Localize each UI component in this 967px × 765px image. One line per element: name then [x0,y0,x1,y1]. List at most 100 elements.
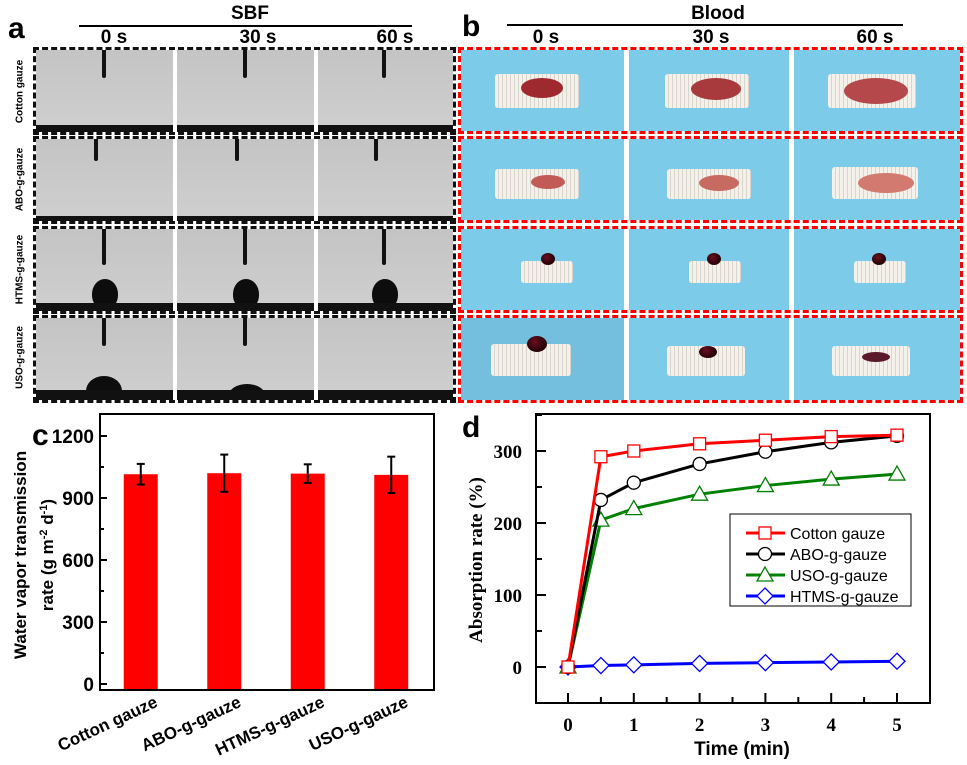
data-point-triangle [822,469,841,486]
data-point-circle [758,444,773,459]
panel-c-letter: c [32,419,49,452]
chart-d-xtick-label: 2 [695,715,705,736]
legend-label: USO-g-gauze [790,568,888,585]
blood-stain [858,173,914,193]
blood-row-uso [458,315,963,403]
blood-frame [794,139,960,220]
legend-marker-circle [757,546,773,562]
chart-c-frame [99,413,435,691]
needle [243,50,247,78]
data-point-triangle [756,476,775,493]
data-point-triangle [624,499,643,516]
needle [374,139,378,161]
needle [102,318,106,346]
bar [374,474,409,689]
blood-frame [461,318,624,400]
chart-c-ytick-label: 300 [62,613,94,634]
sbf-frame [318,139,453,221]
chart-d-xlabel: Time (min) [694,739,790,760]
data-point-diamond [591,656,610,675]
needle [102,50,106,78]
panel-b-time-60: 60 s [856,27,894,48]
blood-bead [541,253,555,265]
row-label-uso: USO-g-gauze [14,326,26,389]
chart-d-frame [535,413,931,704]
sbf-frame [318,318,453,400]
panel-b-time-30: 30 s [692,27,730,48]
chart-c-ylabel-line1: Water vapor transmission [11,451,30,659]
gauze-surface [318,303,453,311]
chart-c-ytick-label: 0 [83,675,94,696]
blood-bead [707,253,721,265]
blood-frame [794,50,960,131]
gauze-surface [36,216,173,221]
data-point-diamond [756,653,775,672]
gauze-surface [36,303,173,311]
blood-stain [844,78,908,104]
chart-d-ylabel: Absorption rate (%) [466,477,487,643]
sbf-frame [177,229,314,311]
blood-stain [521,78,563,98]
chart-d-xtick-label: 5 [892,715,902,736]
panel-b-time-0: 0 s [532,27,560,48]
legend-label: Cotton gauze [790,526,885,543]
needle [94,139,98,161]
sbf-frame [36,229,173,311]
gauze [689,261,741,283]
legend-marker-diamond [756,587,774,605]
panel-a-time-0: 0 s [100,27,128,48]
needle [102,229,106,265]
blood-stain [862,352,890,362]
panel-a-time-30: 30 s [239,27,277,48]
row-label-cotton: Cotton gauze [14,59,26,124]
data-point-square [692,437,707,451]
sbf-row-uso [33,315,456,403]
blood-stain [699,175,739,191]
panel-a-title: SBF [231,3,269,24]
blood-frame [629,139,789,220]
data-point-triangle [887,464,907,481]
blood-bead [527,336,547,352]
blood-frame [461,50,624,131]
panel-b-header-line [507,24,903,26]
sbf-frame [177,50,314,132]
gauze-surface [36,125,173,132]
gauze-surface [177,125,314,132]
blood-row-htms [458,226,963,313]
data-point-square [890,428,904,442]
blood-bead [699,346,717,358]
sbf-frame [177,139,314,221]
data-point-circle [626,475,641,490]
needle [382,229,386,265]
panel-a-header-line [79,25,412,27]
legend-marker-square [758,526,772,540]
data-point-circle [692,456,707,472]
gauze-surface [177,390,314,400]
gauze [832,346,910,376]
sbf-row-htms [33,226,456,314]
gauze [854,261,906,283]
legend-marker-triangle [755,565,775,582]
chart-d-ytick-label: 200 [494,514,523,535]
row-label-htms: HTMS-g-gauze [14,234,26,305]
chart-d-xtick-label: 0 [563,715,573,736]
chart-c-ytick-label: 600 [62,551,94,572]
blood-frame [629,318,789,400]
panel-d-letter: d [462,411,480,444]
legend-label: ABO-g-gauze [790,547,887,564]
blood-frame [794,229,960,310]
blood-frame [461,139,624,220]
sbf-frame [36,50,173,132]
chart-d-ytick-label: 100 [494,586,523,607]
chart-c-ytick-label: 1200 [52,427,94,448]
gauze [521,261,573,283]
chart-d-ytick-label: 300 [494,442,523,463]
data-point-diamond [822,653,841,671]
data-point-square [824,429,838,444]
data-point-diamond [624,655,643,674]
gauze-surface [177,216,314,221]
needle [243,318,247,346]
gauze-surface [36,390,173,400]
blood-stain [531,175,565,189]
